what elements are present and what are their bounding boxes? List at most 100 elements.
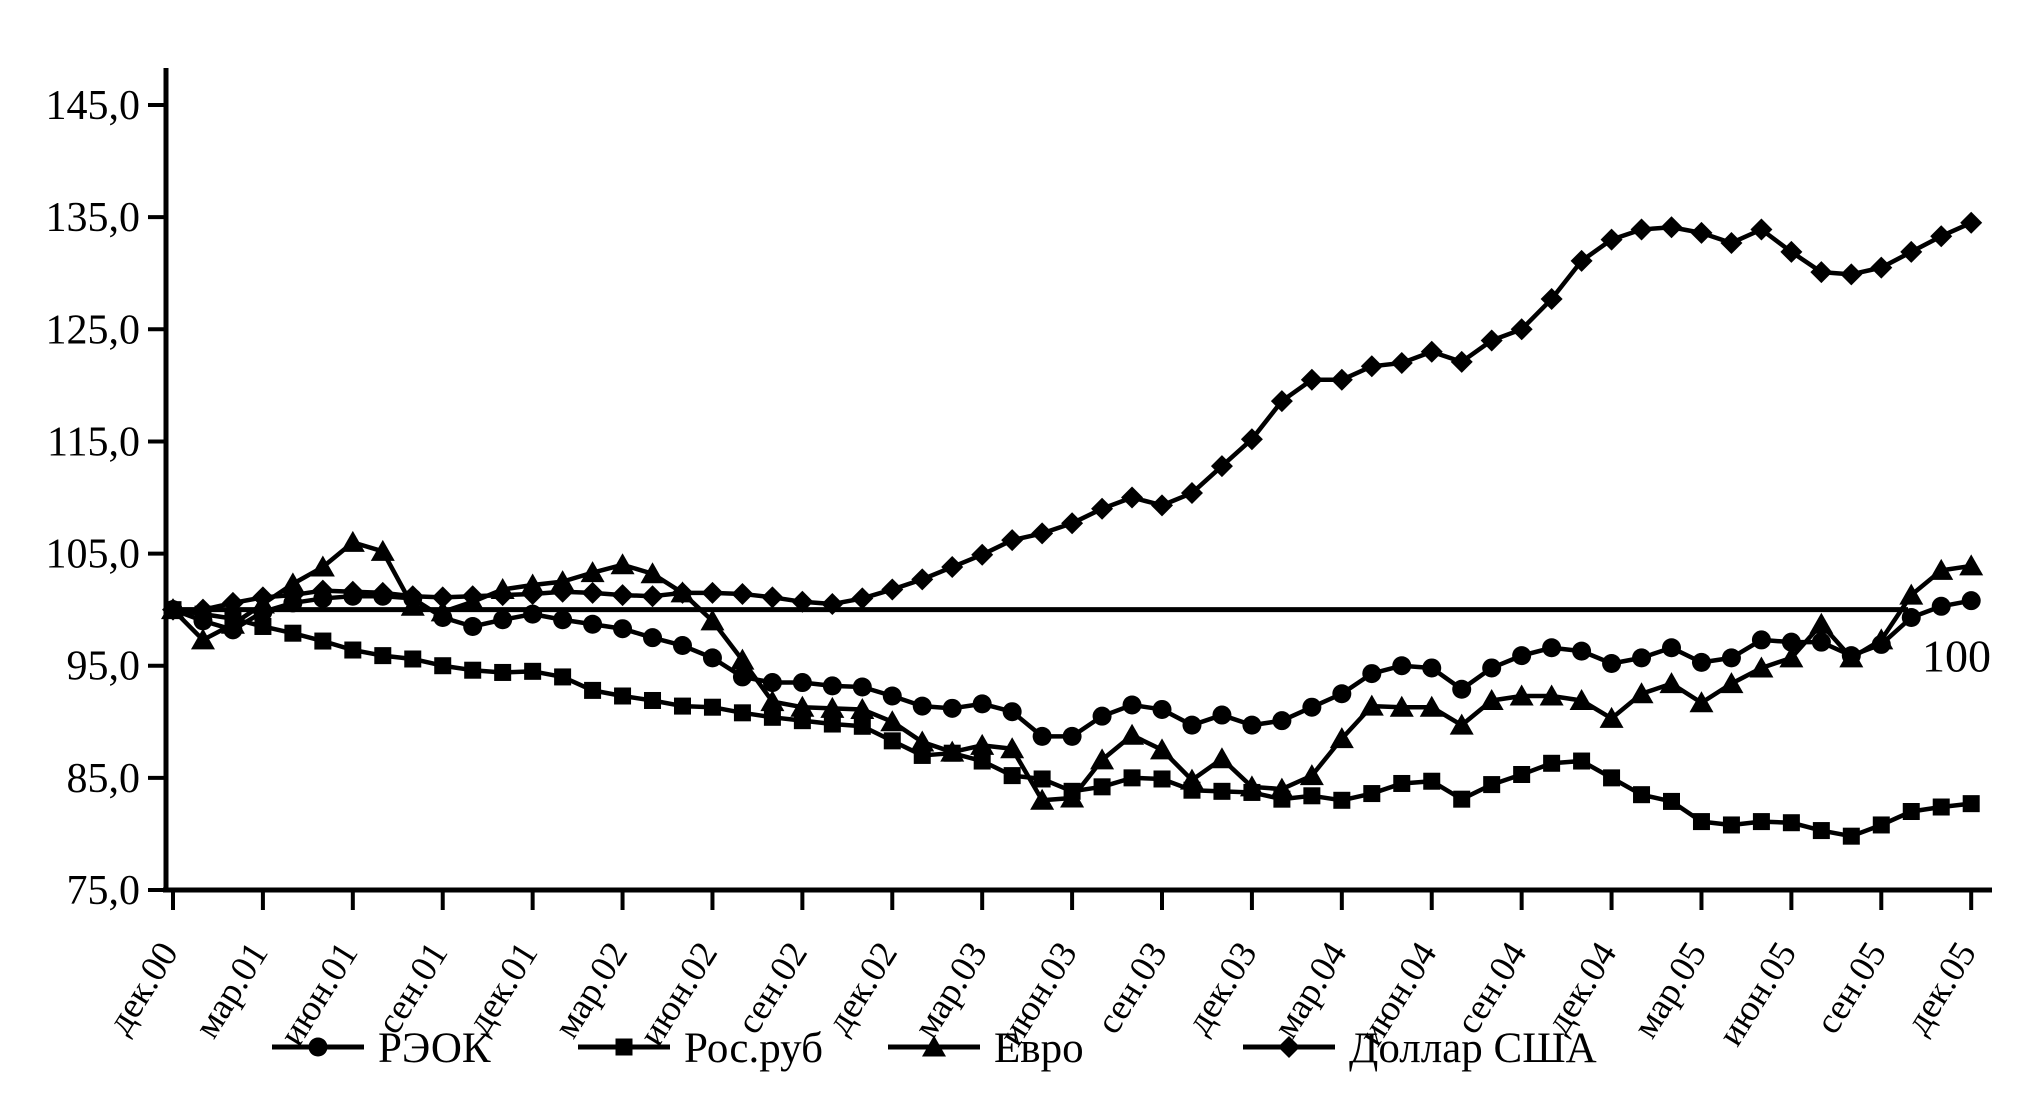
x-tick-label: июн.05 (1710, 935, 1805, 1053)
series-circle-marker (1751, 630, 1771, 650)
series-triangle-marker (1659, 672, 1684, 694)
series-diamond-marker (401, 585, 424, 608)
series-diamond-marker (1750, 218, 1773, 241)
series-circle-marker (1242, 715, 1262, 735)
series-triangle-marker (220, 612, 245, 634)
series-triangle-marker (1000, 737, 1025, 759)
series-circle-marker (1032, 726, 1052, 746)
series-circle-marker (1272, 711, 1292, 731)
series-triangle-marker (1779, 646, 1804, 668)
series-circle-marker (732, 667, 752, 687)
series-diamond-marker (1210, 455, 1233, 478)
series-diamond-marker (1630, 218, 1653, 241)
series-triangle-marker (1030, 788, 1055, 810)
series-circle-marker (1122, 695, 1142, 715)
series-square-marker (763, 708, 781, 726)
series-circle-marker (852, 677, 872, 697)
series-triangle-marker (1150, 738, 1175, 760)
series-triangle-marker (1719, 672, 1744, 694)
series-square-marker (344, 641, 362, 659)
series-diamond-marker (1091, 497, 1114, 520)
series-circle-marker (912, 696, 932, 716)
series-circle-marker (1452, 679, 1472, 699)
y-tick-label: 145,0 (46, 83, 141, 129)
series-triangle-marker (1299, 764, 1324, 786)
series-triangle-marker (910, 730, 935, 752)
series-square-marker (1663, 792, 1680, 810)
series-diamond-marker (1031, 522, 1054, 545)
series-triangle-marker (1929, 558, 1954, 580)
series-circle-marker (702, 648, 722, 668)
series-diamond-marker (1001, 529, 1024, 552)
series-triangle-marker (280, 572, 305, 594)
series-diamond-marker (581, 581, 604, 604)
series-circle-marker (553, 610, 573, 630)
series-square-marker (1782, 814, 1800, 832)
series-circle-marker (1212, 705, 1232, 725)
series-triangle-marker (970, 733, 995, 755)
series-diamond-marker (761, 586, 784, 609)
x-tick-label: дек.02 (818, 935, 905, 1041)
series-diamond-marker (1930, 225, 1953, 248)
series-diamond-marker (1330, 368, 1353, 391)
series-diamond-marker (191, 598, 214, 621)
series-circle-marker (1422, 658, 1442, 678)
x-tick-label: мар.04 (1265, 935, 1355, 1045)
series-circle-marker (1482, 658, 1502, 678)
series-triangle-marker (1599, 706, 1624, 728)
series-circle-marker (1632, 648, 1652, 668)
y-tick-label: 95,0 (67, 644, 141, 690)
series-square-marker (614, 687, 632, 705)
series-diamond-marker (731, 582, 754, 605)
series-diamond-marker (1510, 318, 1533, 341)
legend-triangle-label: Евро (994, 1025, 1084, 1072)
series-diamond-marker (1151, 494, 1174, 517)
series-diamond-marker (1061, 512, 1084, 535)
legend-diamond-marker (1278, 1036, 1300, 1058)
series-circle-marker (493, 610, 513, 630)
series-square-marker (1453, 790, 1471, 808)
series-triangle-marker (1179, 768, 1204, 790)
series-circle-marker (1662, 638, 1681, 658)
y-tick-label: 115,0 (47, 419, 140, 465)
series-triangle-marker (1269, 777, 1294, 799)
series-diamond-marker (941, 556, 964, 579)
series-square-marker (1093, 778, 1111, 796)
series-diamond-marker (671, 581, 694, 604)
legend-circle-marker (308, 1037, 328, 1057)
series-triangle-marker (1839, 646, 1864, 668)
series-circle-marker (1572, 641, 1592, 661)
series-diamond-marker (1660, 216, 1683, 239)
series-square-marker (1872, 816, 1890, 834)
series-circle-marker (523, 604, 543, 624)
series-square-marker (1573, 752, 1591, 770)
series-circle-marker (1811, 632, 1831, 652)
series-circle-marker (672, 636, 692, 656)
series-diamond-marker (641, 585, 664, 608)
series-square-marker (284, 624, 302, 642)
series-square-marker (1393, 774, 1411, 792)
series-circle-marker (643, 628, 663, 648)
series-triangle-marker (1899, 583, 1924, 605)
series-diamond-marker (251, 586, 274, 609)
series-square-marker (1153, 770, 1171, 788)
series-square-marker (1962, 795, 1980, 813)
series-circle-marker (1332, 684, 1352, 704)
series-circle-marker (1781, 632, 1801, 652)
series-diamond-marker (1360, 355, 1383, 378)
legend-square-label: Рос.руб (684, 1025, 823, 1072)
series-diamond-marker (162, 598, 184, 621)
series-triangle-marker (850, 697, 875, 719)
series-square-marker (374, 647, 392, 665)
series-square-marker (1513, 765, 1531, 783)
series-square-marker (554, 668, 572, 686)
series-diamond-marker (1720, 231, 1743, 254)
series-circle-marker (613, 619, 633, 639)
series-triangle-marker (1749, 656, 1774, 678)
series-circle-marker (882, 686, 902, 706)
series-diamond-marker (1390, 351, 1413, 374)
series-square-marker (1303, 787, 1321, 805)
series-diamond-marker (551, 580, 574, 603)
series-circle-marker (1512, 646, 1532, 666)
